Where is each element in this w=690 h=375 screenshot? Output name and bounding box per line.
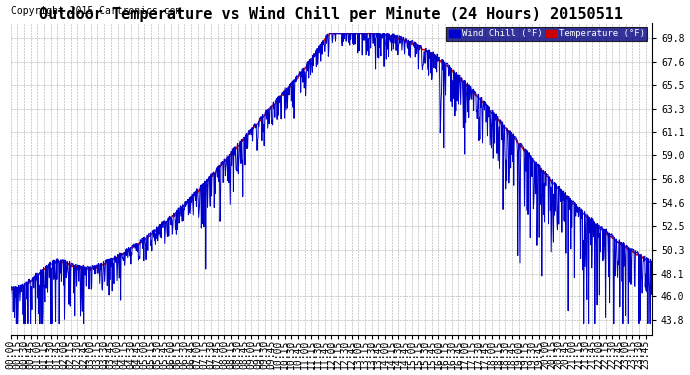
Text: Copyright 2015 Cartronics.com: Copyright 2015 Cartronics.com: [10, 6, 181, 16]
Title: Outdoor Temperature vs Wind Chill per Minute (24 Hours) 20150511: Outdoor Temperature vs Wind Chill per Mi…: [39, 6, 623, 21]
Legend: Wind Chill (°F), Temperature (°F): Wind Chill (°F), Temperature (°F): [446, 27, 647, 41]
